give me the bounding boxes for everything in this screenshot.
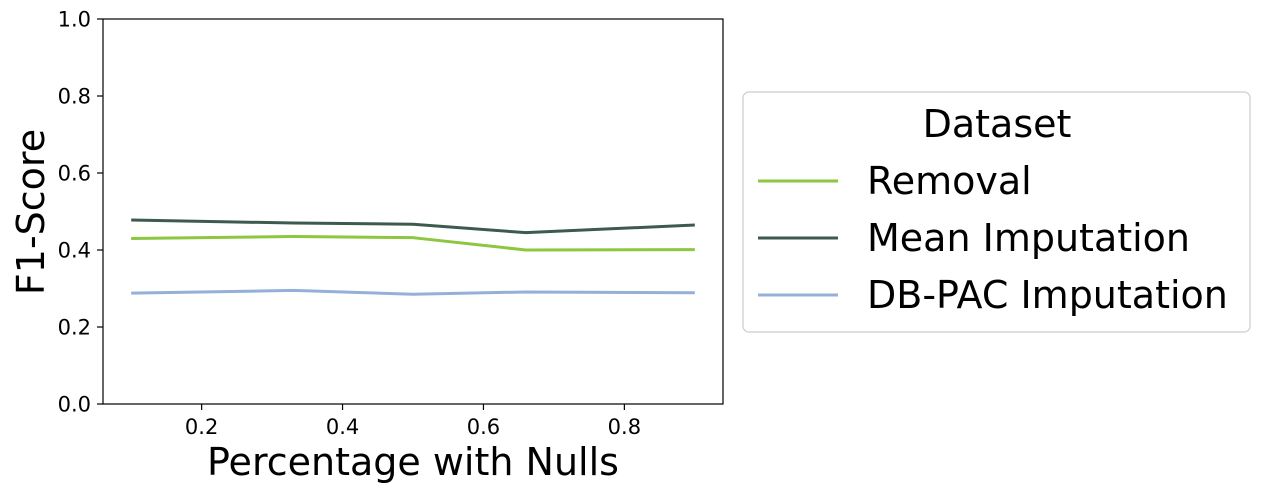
series-line-2 — [131, 288, 695, 296]
y-tick-label: 0.6 — [58, 162, 91, 186]
legend: Dataset Removal Mean Imputation DB-PAC Imp… — [742, 91, 1251, 333]
legend-entry: Removal — [758, 159, 1032, 203]
x-axis-ticks: 0.2 0.4 0.6 0.8 — [185, 404, 641, 439]
x-tick-label: 0.4 — [326, 415, 359, 439]
y-axis-label: F1-Score — [9, 129, 53, 295]
y-tick-label: 0.0 — [58, 393, 91, 417]
x-tick-label: 0.6 — [467, 415, 500, 439]
legend-label: Mean Imputation — [867, 216, 1190, 260]
legend-frame — [742, 91, 1251, 333]
y-tick-label: 0.2 — [58, 316, 91, 340]
plot-frame — [102, 18, 724, 405]
legend-title: Dataset — [923, 102, 1072, 146]
legend-label: Removal — [867, 159, 1032, 203]
y-tick-label: 1.0 — [58, 8, 91, 32]
series-line-1 — [131, 218, 695, 235]
legend-entries: Removal Mean Imputation DB-PAC Imputation — [758, 159, 1228, 317]
y-tick-label: 0.4 — [58, 239, 91, 263]
x-axis-label: Percentage with Nulls — [207, 440, 619, 484]
y-axis-ticks: 0.0 0.2 0.4 0.6 0.8 1.0 — [58, 8, 103, 417]
legend-entry: DB-PAC Imputation — [758, 273, 1228, 317]
legend-label: DB-PAC Imputation — [867, 273, 1228, 317]
legend-entry: Mean Imputation — [758, 216, 1190, 260]
y-tick-label: 0.8 — [58, 85, 91, 109]
series-layer — [131, 218, 695, 296]
x-tick-label: 0.8 — [608, 415, 641, 439]
x-tick-label: 0.2 — [185, 415, 218, 439]
series-line-0 — [131, 235, 695, 252]
